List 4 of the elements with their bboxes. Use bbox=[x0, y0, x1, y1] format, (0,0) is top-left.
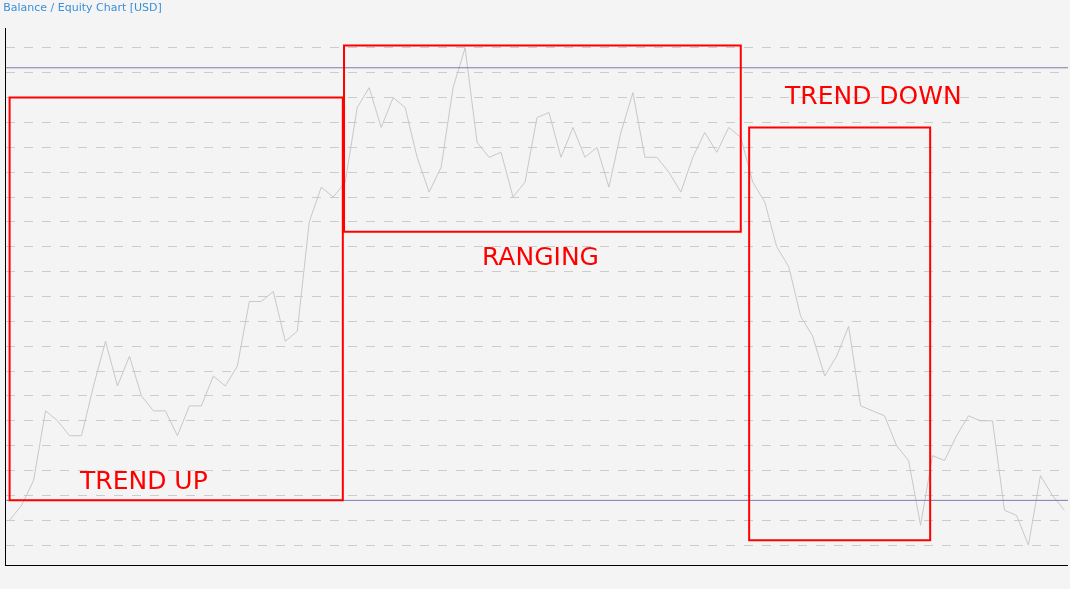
annotation: TREND UP bbox=[79, 466, 208, 495]
annotation: RANGING bbox=[482, 242, 599, 271]
chart-title: Balance / Equity Chart [USD] bbox=[3, 0, 162, 14]
annotation: TREND DOWN bbox=[784, 81, 962, 110]
